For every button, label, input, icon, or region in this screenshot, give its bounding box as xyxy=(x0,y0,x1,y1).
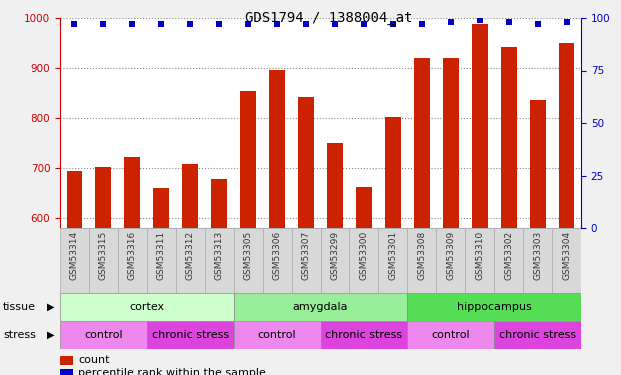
Bar xyxy=(118,228,147,293)
Point xyxy=(70,21,79,27)
Bar xyxy=(176,228,205,293)
Bar xyxy=(414,58,430,228)
Point xyxy=(156,21,166,27)
Point xyxy=(474,17,484,23)
Text: cortex: cortex xyxy=(129,302,165,312)
Text: control: control xyxy=(84,330,123,340)
Text: chronic stress: chronic stress xyxy=(325,330,402,340)
Bar xyxy=(465,228,494,293)
Point xyxy=(127,21,137,27)
Text: GSM53309: GSM53309 xyxy=(446,231,455,280)
Bar xyxy=(407,228,437,293)
Point xyxy=(359,21,369,27)
Bar xyxy=(443,58,459,228)
Bar xyxy=(494,321,581,349)
Bar xyxy=(96,166,111,228)
Point xyxy=(214,21,224,27)
Bar xyxy=(233,293,407,321)
Bar xyxy=(350,228,378,293)
Text: GSM53312: GSM53312 xyxy=(186,231,195,280)
Bar xyxy=(523,228,552,293)
Text: count: count xyxy=(78,355,110,365)
Bar xyxy=(327,143,343,228)
Text: GSM53311: GSM53311 xyxy=(157,231,166,280)
Point xyxy=(185,21,195,27)
Text: control: control xyxy=(258,330,296,340)
Point xyxy=(330,21,340,27)
Point xyxy=(388,21,398,27)
Bar xyxy=(472,24,487,228)
Bar xyxy=(60,369,73,375)
Bar xyxy=(66,171,83,228)
Bar xyxy=(263,228,291,293)
Text: GSM53299: GSM53299 xyxy=(330,231,340,280)
Bar xyxy=(240,90,256,228)
Text: GSM53305: GSM53305 xyxy=(243,231,253,280)
Bar xyxy=(494,228,523,293)
Text: GSM53306: GSM53306 xyxy=(273,231,281,280)
Point xyxy=(417,21,427,27)
Text: GSM53304: GSM53304 xyxy=(562,231,571,280)
Bar xyxy=(183,164,198,228)
Text: GSM53310: GSM53310 xyxy=(475,231,484,280)
Point xyxy=(561,19,571,25)
Bar xyxy=(60,321,147,349)
Text: control: control xyxy=(432,330,470,340)
Bar xyxy=(320,228,350,293)
Text: GSM53303: GSM53303 xyxy=(533,231,542,280)
Bar xyxy=(211,179,227,228)
Bar xyxy=(320,321,407,349)
Bar xyxy=(60,356,73,365)
Text: stress: stress xyxy=(3,330,36,340)
Bar xyxy=(298,96,314,228)
Bar xyxy=(356,186,372,228)
Point xyxy=(272,21,282,27)
Bar xyxy=(89,228,118,293)
Bar xyxy=(407,321,494,349)
Text: ▶: ▶ xyxy=(47,330,54,340)
Bar xyxy=(530,100,545,228)
Text: GSM53316: GSM53316 xyxy=(128,231,137,280)
Point xyxy=(446,19,456,25)
Bar xyxy=(385,117,401,228)
Text: percentile rank within the sample: percentile rank within the sample xyxy=(78,368,266,375)
Point xyxy=(301,21,311,27)
Bar xyxy=(60,228,89,293)
Bar xyxy=(147,321,233,349)
Text: GSM53313: GSM53313 xyxy=(215,231,224,280)
Text: GSM53301: GSM53301 xyxy=(388,231,397,280)
Bar xyxy=(378,228,407,293)
Bar xyxy=(233,321,320,349)
Bar xyxy=(552,228,581,293)
Text: GSM53307: GSM53307 xyxy=(302,231,310,280)
Text: GSM53315: GSM53315 xyxy=(99,231,108,280)
Bar xyxy=(60,293,233,321)
Text: GSM53300: GSM53300 xyxy=(360,231,368,280)
Text: GSM53308: GSM53308 xyxy=(417,231,426,280)
Bar xyxy=(291,228,320,293)
Text: GSM53302: GSM53302 xyxy=(504,231,513,280)
Bar xyxy=(407,293,581,321)
Text: GDS1794 / 1388004_at: GDS1794 / 1388004_at xyxy=(245,11,413,25)
Bar xyxy=(147,228,176,293)
Point xyxy=(533,21,543,27)
Bar xyxy=(558,43,574,228)
Bar xyxy=(233,228,263,293)
Bar xyxy=(437,228,465,293)
Point xyxy=(99,21,109,27)
Bar xyxy=(205,228,233,293)
Bar xyxy=(501,46,517,228)
Text: chronic stress: chronic stress xyxy=(499,330,576,340)
Bar xyxy=(269,69,285,228)
Text: chronic stress: chronic stress xyxy=(152,330,229,340)
Bar xyxy=(124,157,140,228)
Bar xyxy=(153,188,170,228)
Text: ▶: ▶ xyxy=(47,302,54,312)
Text: tissue: tissue xyxy=(3,302,36,312)
Text: amygdala: amygdala xyxy=(292,302,348,312)
Text: hippocampus: hippocampus xyxy=(457,302,532,312)
Point xyxy=(243,21,253,27)
Point xyxy=(504,19,514,25)
Text: GSM53314: GSM53314 xyxy=(70,231,79,280)
